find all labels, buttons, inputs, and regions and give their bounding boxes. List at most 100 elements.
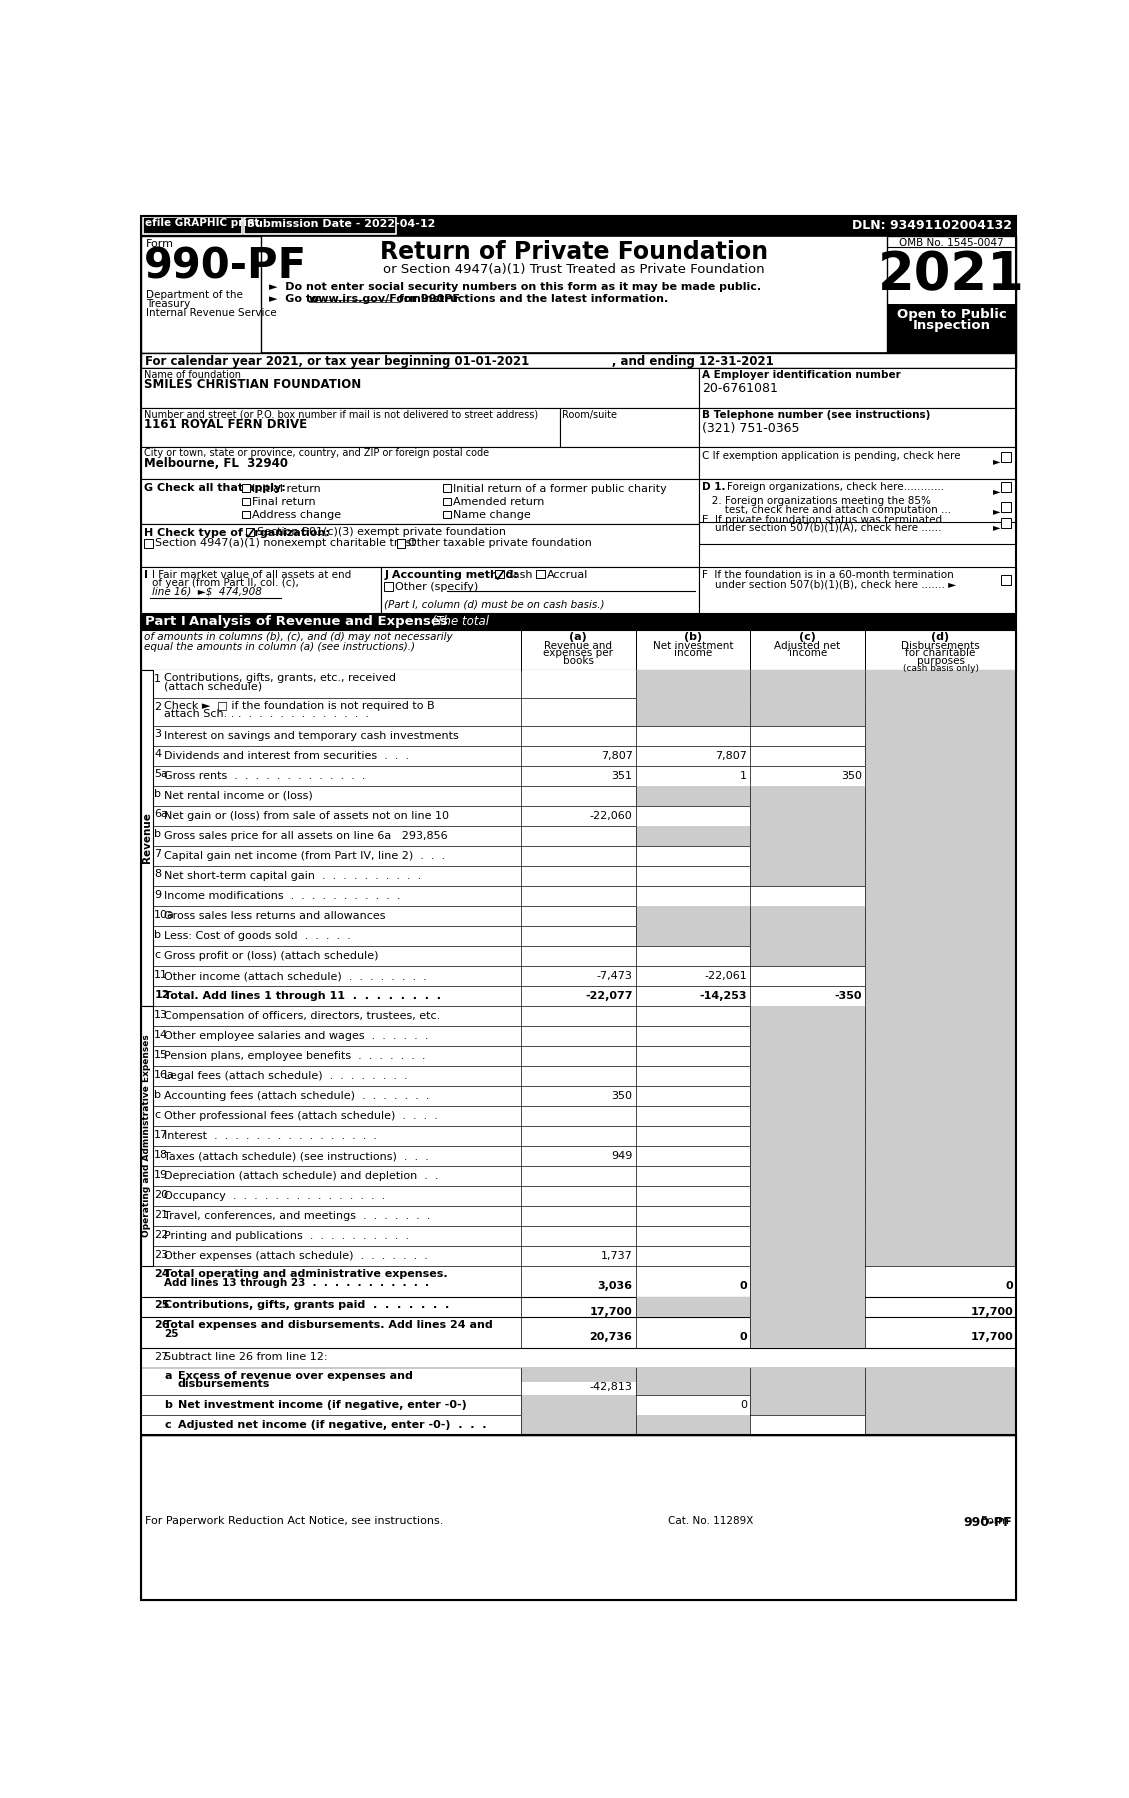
Text: Net rental income or (loss): Net rental income or (loss)	[165, 791, 313, 800]
Text: 25: 25	[155, 1300, 169, 1311]
Bar	[751, 1106, 865, 1126]
Text: Operating and Administrative Expenses: Operating and Administrative Expenses	[142, 1034, 151, 1237]
Bar	[751, 1126, 865, 1145]
Bar	[141, 613, 1016, 629]
Text: Less: Cost of goods sold  .  .  .  .  .: Less: Cost of goods sold . . . . .	[165, 931, 351, 940]
Text: Gross sales less returns and allowances: Gross sales less returns and allowances	[165, 912, 386, 921]
Text: 949: 949	[611, 1151, 632, 1162]
Text: 2: 2	[155, 701, 161, 712]
Text: of year (from Part II, col. (c),: of year (from Part II, col. (c),	[152, 579, 299, 588]
Text: 10a: 10a	[155, 910, 175, 919]
Text: b: b	[155, 1090, 161, 1100]
Bar	[865, 1106, 1016, 1126]
Text: 17: 17	[155, 1129, 168, 1140]
Bar	[141, 1106, 1016, 1126]
Text: Add lines 13 through 23  .  .  .  .  .  .  .  .  .  .  .: Add lines 13 through 23 . . . . . . . . …	[165, 1278, 429, 1289]
Text: 12: 12	[155, 989, 169, 1000]
Text: Cat. No. 11289X: Cat. No. 11289X	[668, 1516, 753, 1525]
Text: (a): (a)	[569, 633, 587, 642]
Text: under section 507(b)(1)(A), check here ......: under section 507(b)(1)(A), check here .…	[702, 521, 942, 532]
Text: expenses per: expenses per	[543, 649, 613, 658]
Bar	[141, 726, 1016, 746]
Text: Disbursements: Disbursements	[901, 640, 980, 651]
Text: -22,060: -22,060	[589, 811, 632, 822]
Text: Inspection: Inspection	[912, 318, 990, 333]
Text: 1161 ROYAL FERN DRIVE: 1161 ROYAL FERN DRIVE	[145, 419, 307, 432]
Bar	[865, 946, 1016, 966]
Bar	[1000, 518, 1010, 529]
Text: 17,700: 17,700	[589, 1307, 632, 1316]
Bar	[141, 946, 1016, 966]
Text: 351: 351	[612, 771, 632, 780]
Bar	[751, 786, 865, 806]
Bar	[865, 1226, 1016, 1246]
Bar	[141, 671, 152, 1005]
Bar	[520, 1415, 636, 1435]
Bar	[145, 539, 152, 548]
Bar	[751, 806, 865, 825]
Bar	[636, 1296, 751, 1316]
Bar	[865, 1086, 1016, 1106]
Bar	[865, 806, 1016, 825]
Text: Total operating and administrative expenses.: Total operating and administrative expen…	[165, 1269, 448, 1278]
Bar	[385, 583, 393, 592]
Text: for instructions and the latest information.: for instructions and the latest informat…	[395, 295, 668, 304]
Bar	[751, 1005, 865, 1027]
Text: c: c	[165, 1420, 170, 1429]
Bar	[865, 746, 1016, 766]
Bar	[751, 865, 865, 886]
Text: (The total: (The total	[428, 615, 489, 628]
Bar	[865, 698, 1016, 726]
Text: B Telephone number (see instructions): B Telephone number (see instructions)	[702, 410, 930, 419]
Text: SMILES CHRISTIAN FOUNDATION: SMILES CHRISTIAN FOUNDATION	[145, 378, 361, 392]
Bar	[865, 1415, 1016, 1435]
Text: Section 4947(a)(1) nonexempt charitable trust: Section 4947(a)(1) nonexempt charitable …	[155, 538, 415, 548]
Text: c: c	[155, 949, 160, 960]
Text: 1: 1	[741, 771, 747, 780]
Text: Pension plans, employee benefits  .  .  .  .  .  .  .: Pension plans, employee benefits . . . .…	[165, 1052, 426, 1061]
Bar	[865, 1005, 1016, 1027]
Text: equal the amounts in column (a) (see instructions).): equal the amounts in column (a) (see ins…	[145, 642, 415, 651]
Text: -42,813: -42,813	[589, 1381, 632, 1392]
Text: OMB No. 1545-0047: OMB No. 1545-0047	[899, 237, 1004, 248]
Bar	[699, 408, 1016, 446]
Text: c: c	[155, 1109, 160, 1120]
Text: 17,700: 17,700	[970, 1332, 1013, 1343]
Text: 21: 21	[155, 1210, 168, 1219]
Text: Interest  .  .  .  .  .  .  .  .  .  .  .  .  .  .  .  .: Interest . . . . . . . . . . . . . . . .	[165, 1131, 377, 1142]
Text: Room/suite: Room/suite	[562, 410, 616, 419]
Text: Submission Date - 2022-04-12: Submission Date - 2022-04-12	[247, 219, 436, 228]
Bar	[496, 570, 504, 579]
Bar	[141, 786, 1016, 806]
Text: ►: ►	[992, 505, 1000, 516]
Bar	[751, 1027, 865, 1046]
Bar	[520, 1395, 636, 1415]
Bar	[699, 478, 1016, 523]
Bar	[865, 865, 1016, 886]
Text: income: income	[788, 649, 826, 658]
Bar	[865, 671, 1016, 698]
Text: 7: 7	[155, 849, 161, 859]
Text: 3: 3	[155, 730, 161, 739]
Text: Net investment income (if negative, enter -0-): Net investment income (if negative, ente…	[177, 1401, 466, 1410]
Text: Form: Form	[146, 239, 174, 248]
Text: Address change: Address change	[252, 511, 341, 520]
Text: City or town, state or province, country, and ZIP or foreign postal code: City or town, state or province, country…	[145, 448, 489, 458]
Text: a: a	[165, 1370, 172, 1381]
Bar	[141, 236, 261, 352]
Text: Contributions, gifts, grants, etc., received: Contributions, gifts, grants, etc., rece…	[165, 672, 396, 683]
Text: (d): (d)	[931, 633, 949, 642]
Text: 25: 25	[165, 1329, 178, 1340]
Text: H Check type of organization:: H Check type of organization:	[145, 527, 330, 538]
Text: Printing and publications  .  .  .  .  .  .  .  .  .  .: Printing and publications . . . . . . . …	[165, 1232, 410, 1241]
Text: Gross rents  .  .  .  .  .  .  .  .  .  .  .  .  .: Gross rents . . . . . . . . . . . . .	[165, 771, 366, 780]
Bar	[444, 484, 452, 493]
Text: J Accounting method:: J Accounting method:	[385, 570, 518, 581]
Text: Other expenses (attach schedule)  .  .  .  .  .  .  .: Other expenses (attach schedule) . . . .…	[165, 1251, 428, 1262]
Bar	[865, 766, 1016, 786]
Bar	[141, 1005, 152, 1266]
Text: 350: 350	[612, 1091, 632, 1100]
Text: I: I	[145, 570, 152, 581]
Text: Taxes (attach schedule) (see instructions)  .  .  .: Taxes (attach schedule) (see instruction…	[165, 1151, 429, 1162]
Text: Other taxable private foundation: Other taxable private foundation	[408, 538, 592, 548]
